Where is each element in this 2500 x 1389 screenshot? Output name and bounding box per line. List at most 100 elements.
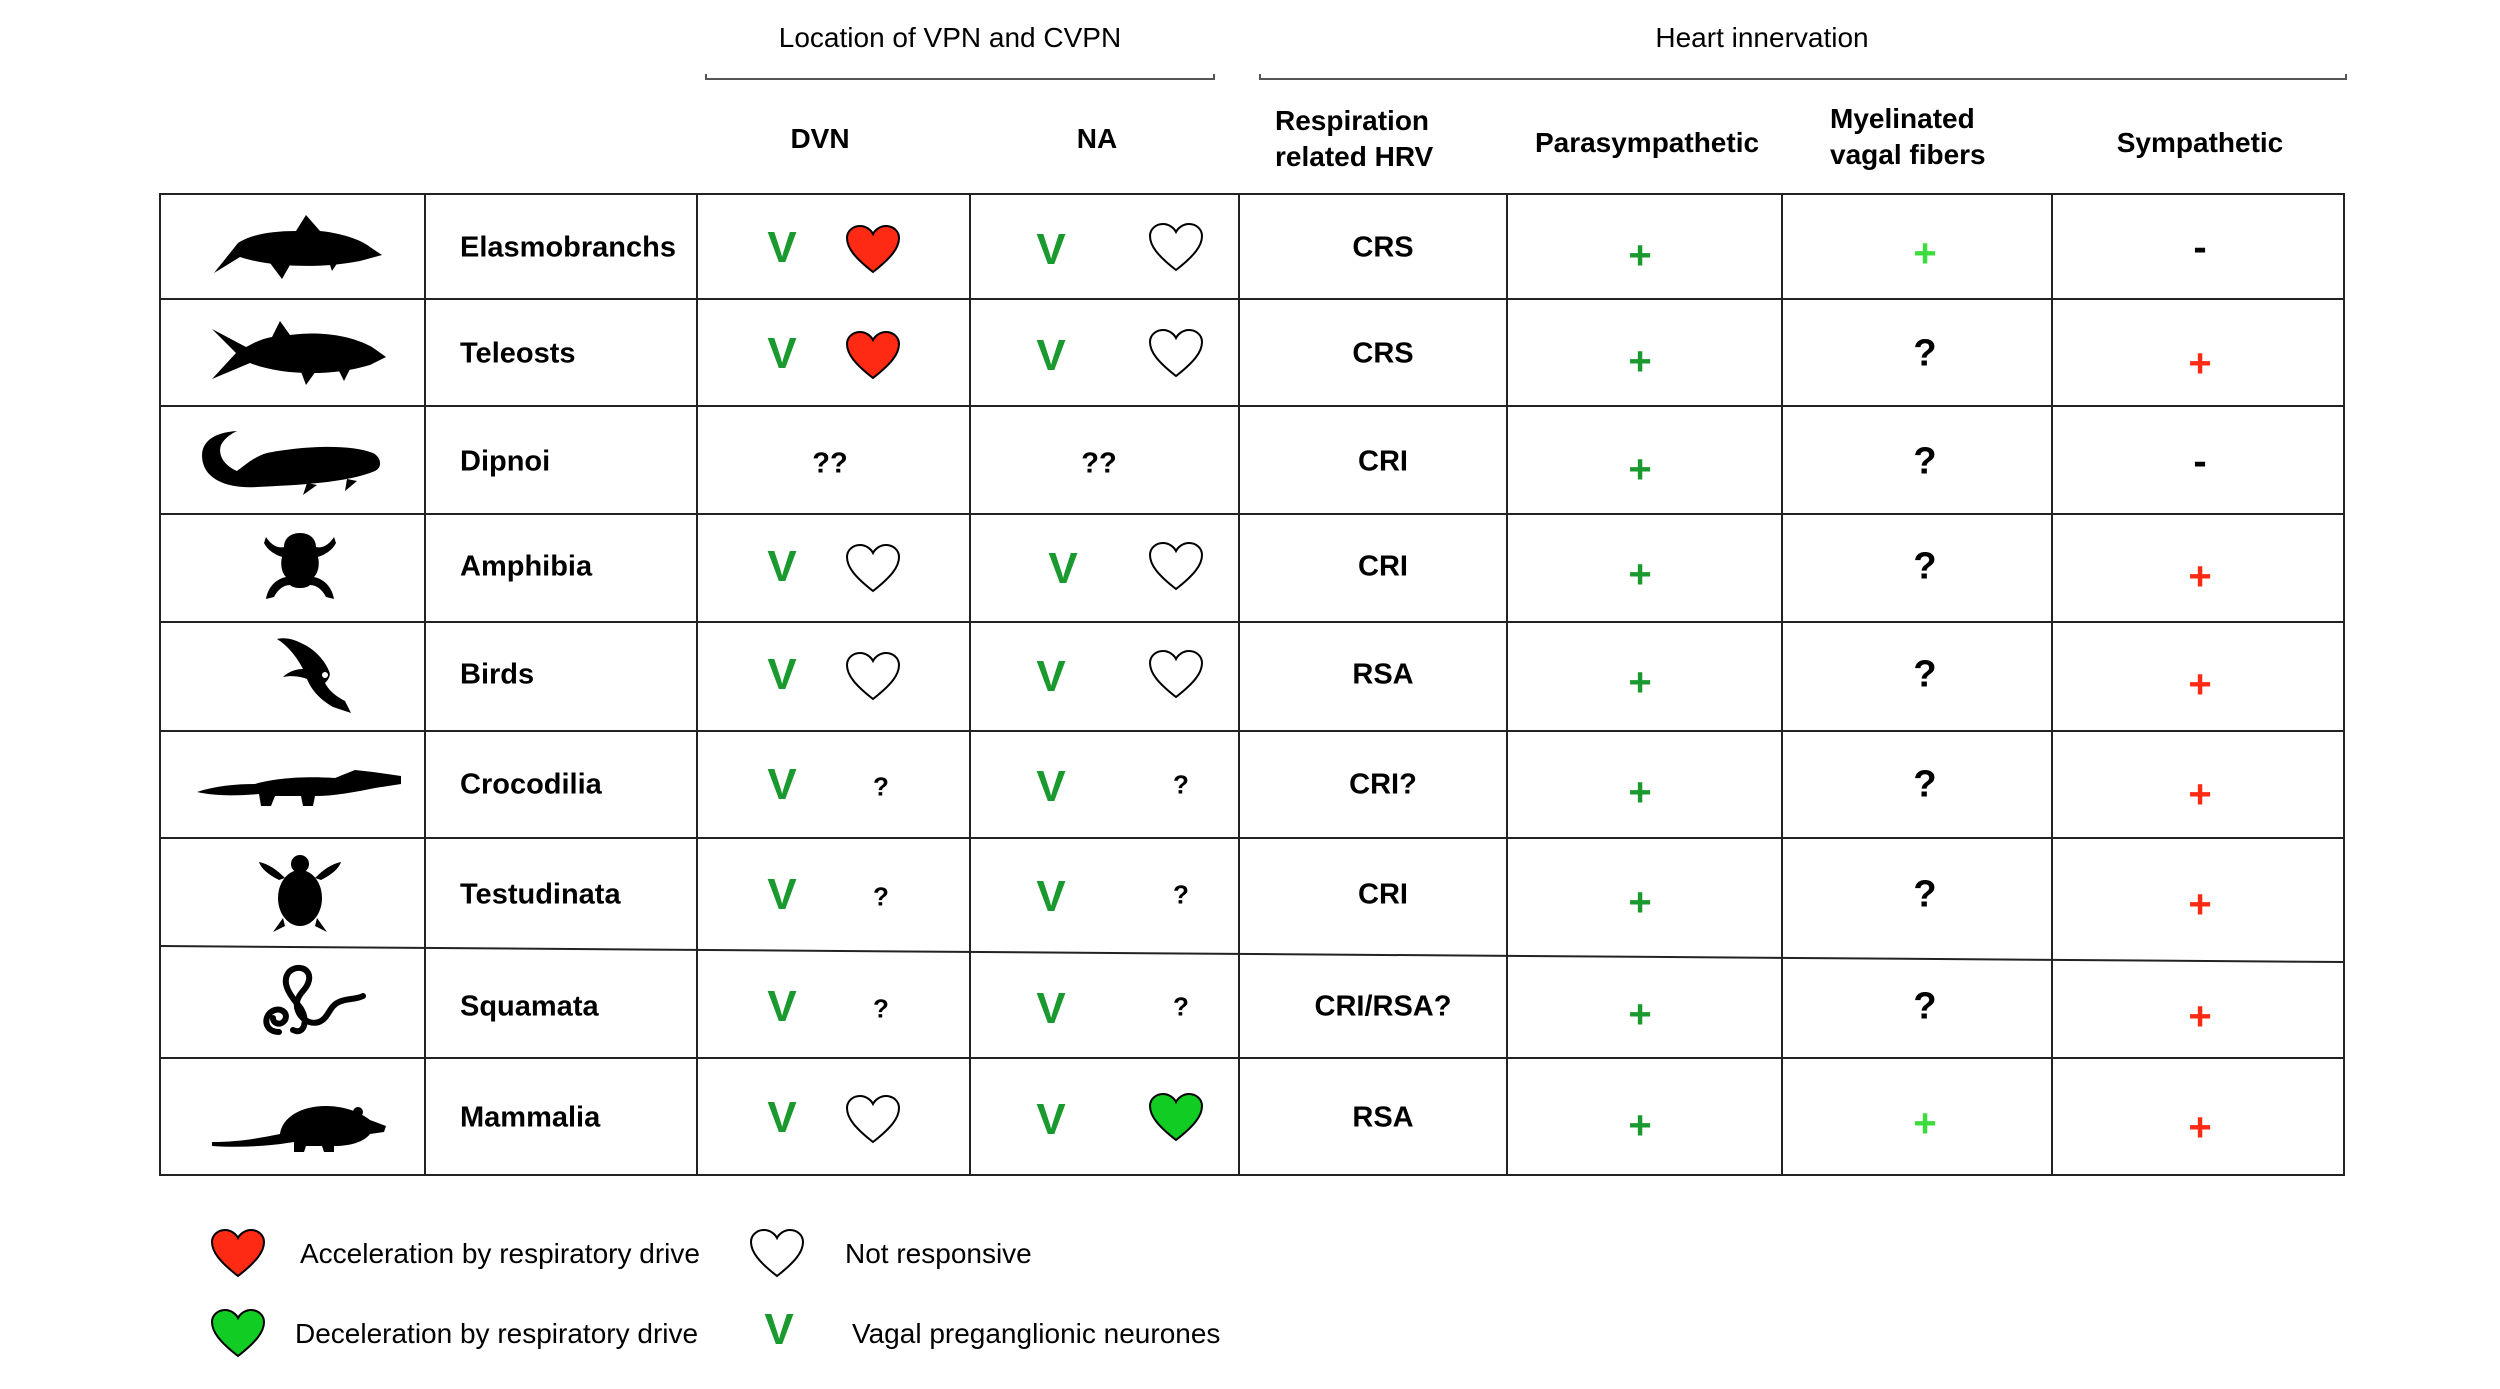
legend-white-heart-label: Not responsive xyxy=(845,1238,1032,1269)
dvn-white-heart-icon xyxy=(845,1094,901,1144)
respiration-hrv-value: CRI xyxy=(1358,878,1408,911)
dvn-vpn-marker: V xyxy=(767,542,797,591)
legend-red-heart-icon xyxy=(210,1228,266,1278)
sympathetic-value: + xyxy=(2188,994,2212,1039)
sympathetic-value: - xyxy=(2193,225,2207,270)
na-vpn-marker: V xyxy=(1036,762,1066,811)
frog-icon xyxy=(264,533,336,599)
na-white-heart-icon xyxy=(1148,541,1204,591)
respiration-hrv-value: RSA xyxy=(1352,658,1414,691)
taxon-name: Squamata xyxy=(460,990,599,1023)
snake-icon xyxy=(263,964,366,1035)
dvn-unknown-response: ? xyxy=(873,771,889,802)
na-vpn-marker: V xyxy=(1036,652,1066,701)
column-header-sympathetic: Sympathetic xyxy=(2116,127,2284,158)
respiration-hrv-value: CRI xyxy=(1358,445,1408,478)
bird-icon xyxy=(277,638,351,713)
column-header-myelinated: Myelinated vagal fibers xyxy=(1830,101,1986,173)
parasympathetic-value: + xyxy=(1628,552,1652,597)
respiration-hrv-value: CRI? xyxy=(1349,768,1417,801)
column-header-respiration-line2: related HRV xyxy=(1275,141,1434,172)
respiration-hrv-value: CRS xyxy=(1352,231,1414,264)
parasympathetic-value: + xyxy=(1628,339,1652,384)
column-header-na: NA xyxy=(1076,123,1118,154)
myelinated-value: ? xyxy=(1913,873,1937,916)
na-white-heart-icon xyxy=(1148,649,1204,699)
dvn-vpn-marker: V xyxy=(767,1093,797,1142)
dvn-red-heart-icon xyxy=(845,330,901,380)
dvn-unknown-response: ? xyxy=(873,881,889,912)
na-vpn-marker: V xyxy=(1036,331,1066,380)
dvn-white-heart-icon xyxy=(845,651,901,701)
parasympathetic-value: + xyxy=(1628,233,1652,278)
parasympathetic-value: + xyxy=(1628,880,1652,925)
respiration-hrv-value: CRS xyxy=(1352,337,1414,370)
group-label-vpn-location: Location of VPN and CVPN xyxy=(778,22,1122,53)
taxon-name: Mammalia xyxy=(460,1101,601,1134)
group-bracket-heart xyxy=(1259,74,2347,80)
legend-white-heart-icon xyxy=(749,1228,805,1278)
parasympathetic-value: + xyxy=(1628,447,1652,492)
myelinated-value: ? xyxy=(1913,763,1937,806)
myelinated-value: ? xyxy=(1913,440,1937,483)
shark-icon xyxy=(212,215,382,279)
column-header-myelinated-line2: vagal fibers xyxy=(1830,139,1986,170)
sympathetic-value: - xyxy=(2193,439,2207,484)
dvn-vpn-marker: V xyxy=(767,329,797,378)
dvn-unknown-response: ? xyxy=(873,993,889,1024)
taxon-name: Amphibia xyxy=(460,550,593,583)
na-vpn-marker: V xyxy=(1036,872,1066,921)
sympathetic-value: + xyxy=(2188,662,2212,707)
dvn-white-heart-icon xyxy=(845,543,901,593)
column-header-dvn: DVN xyxy=(790,123,850,154)
na-unknown-response: ? xyxy=(1173,879,1189,910)
na-vpn-marker: V xyxy=(1036,984,1066,1033)
taxon-name: Elasmobranchs xyxy=(460,231,676,264)
dvn-vpn-marker: V xyxy=(767,760,797,809)
myelinated-value: ? xyxy=(1913,332,1937,375)
legend-v-label: Vagal preganglionic neurones xyxy=(852,1318,1221,1349)
sympathetic-value: + xyxy=(2188,554,2212,599)
myelinated-value: + xyxy=(1913,231,1937,276)
turtle-icon xyxy=(259,855,341,932)
sympathetic-value: + xyxy=(2188,772,2212,817)
column-header-parasympathetic: Parasympathetic xyxy=(1534,127,1760,158)
na-unknown-response: ? xyxy=(1173,769,1189,800)
dvn-vpn-marker: V xyxy=(767,223,797,272)
na-vpn-marker: V xyxy=(1048,544,1078,593)
fish-icon xyxy=(212,321,386,385)
na-vpn-marker: V xyxy=(1036,1095,1066,1144)
parasympathetic-value: + xyxy=(1628,1103,1652,1148)
dvn-unknown: ?? xyxy=(812,447,848,480)
group-bracket-vpn xyxy=(705,74,1215,80)
myelinated-value: + xyxy=(1913,1101,1937,1146)
myelinated-value: ? xyxy=(1913,545,1937,588)
respiration-hrv-value: CRI/RSA? xyxy=(1314,990,1452,1023)
taxon-name: Testudinata xyxy=(460,878,621,911)
sympathetic-value: + xyxy=(2188,1105,2212,1150)
dvn-vpn-marker: V xyxy=(767,650,797,699)
na-unknown-response: ? xyxy=(1173,991,1189,1022)
dvn-vpn-marker: V xyxy=(767,982,797,1031)
taxon-name: Dipnoi xyxy=(460,445,551,478)
legend-green-heart-icon xyxy=(210,1308,266,1358)
lungfish-icon xyxy=(202,431,381,495)
na-vpn-marker: V xyxy=(1036,225,1066,274)
rat-icon xyxy=(212,1106,386,1152)
legend-green-heart-label: Deceleration by respiratory drive xyxy=(295,1318,699,1349)
dvn-vpn-marker: V xyxy=(767,870,797,919)
sympathetic-value: + xyxy=(2188,882,2212,927)
parasympathetic-value: + xyxy=(1628,660,1652,705)
column-header-myelinated-line1: Myelinated xyxy=(1830,103,1975,134)
parasympathetic-value: + xyxy=(1628,992,1652,1037)
na-white-heart-icon xyxy=(1148,328,1204,378)
na-green-heart-icon xyxy=(1148,1092,1204,1142)
sympathetic-value: + xyxy=(2188,341,2212,386)
parasympathetic-value: + xyxy=(1628,770,1652,815)
crocodile-icon xyxy=(197,770,401,806)
myelinated-value: ? xyxy=(1913,985,1937,1028)
na-unknown: ?? xyxy=(1081,447,1117,480)
na-white-heart-icon xyxy=(1148,222,1204,272)
group-label-heart-innervation: Heart innervation xyxy=(1655,22,1869,53)
